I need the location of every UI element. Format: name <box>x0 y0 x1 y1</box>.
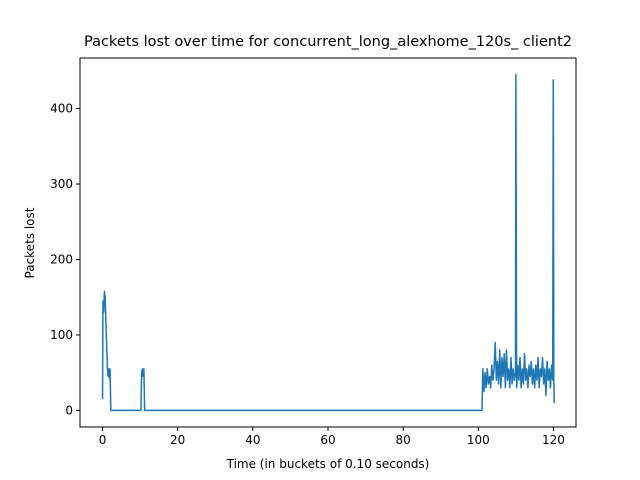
x-axis-label: Time (in buckets of 0.10 seconds) <box>226 457 430 471</box>
x-tick-label: 60 <box>320 433 335 447</box>
y-tick-label: 300 <box>50 177 73 191</box>
chart-title: Packets lost over time for concurrent_lo… <box>84 34 572 50</box>
y-tick-label: 400 <box>50 102 73 116</box>
y-axis-label: Packets lost <box>23 207 37 278</box>
y-tick-label: 0 <box>65 403 73 417</box>
x-tick-label: 20 <box>170 433 185 447</box>
x-tick-label: 0 <box>99 433 107 447</box>
data-line <box>101 73 555 412</box>
x-tick-label: 100 <box>467 433 490 447</box>
y-tick-label: 200 <box>50 252 73 266</box>
y-tick-label: 100 <box>50 328 73 342</box>
x-tick-label: 120 <box>542 433 565 447</box>
x-tick-label: 80 <box>396 433 411 447</box>
x-tick-label: 40 <box>245 433 260 447</box>
